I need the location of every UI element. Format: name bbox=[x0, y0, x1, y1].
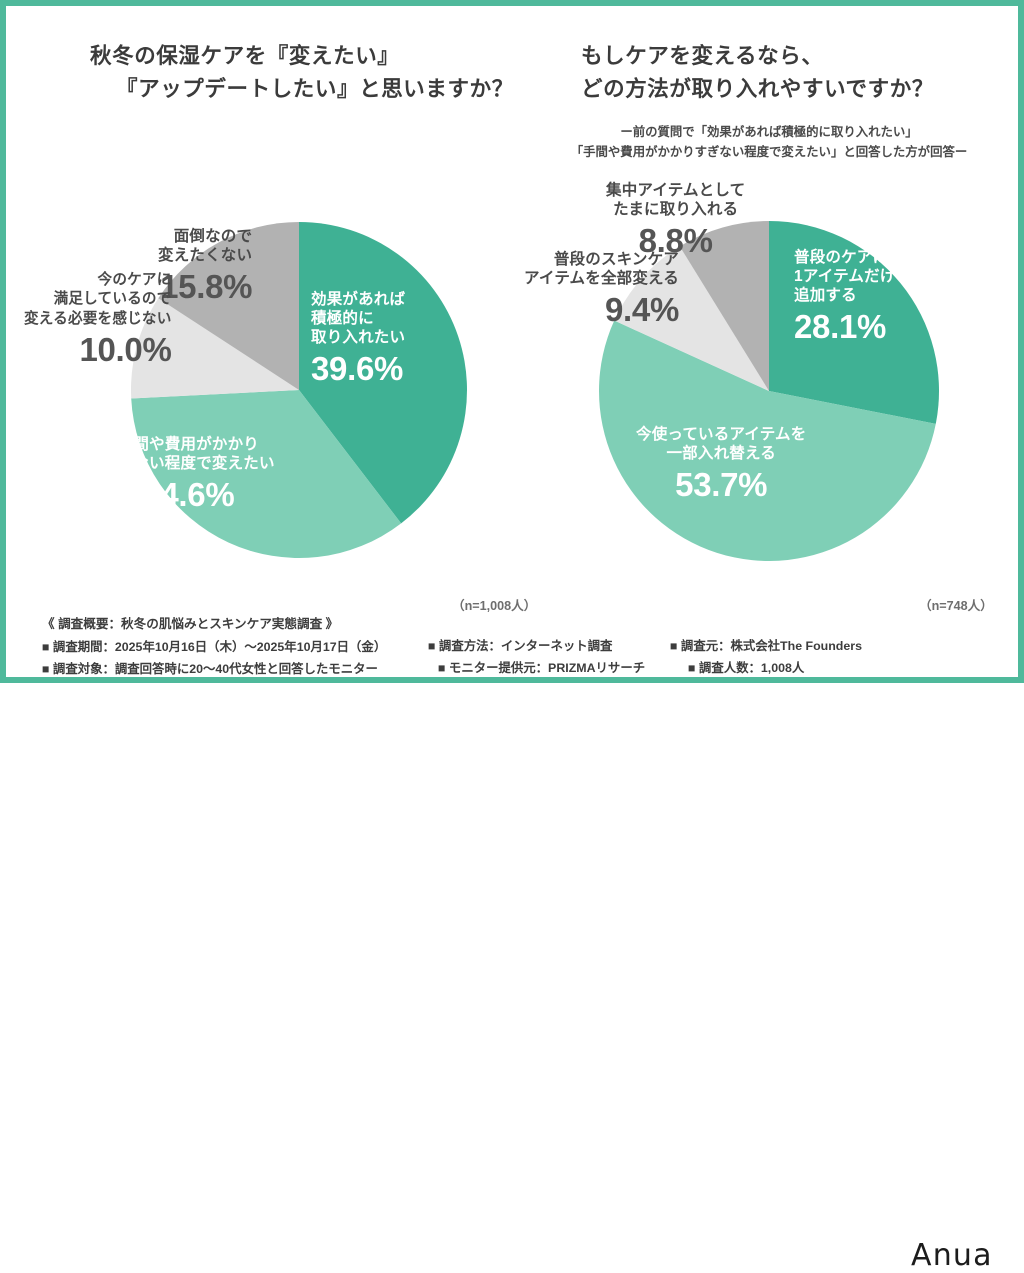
footer-heading: 《 調査概要：秋冬の肌悩みとスキンケア実態調査 》 bbox=[42, 617, 339, 631]
right-chart-title: もしケアを変えるなら、 どの方法が取り入れやすいですか？ bbox=[581, 40, 934, 106]
left-title-line-1: 秋冬の保湿ケアを『変えたい』 bbox=[90, 44, 400, 68]
left-chart-title: 秋冬の保湿ケアを『変えたい』 『アップデートしたい』と思いますか？ bbox=[90, 40, 514, 106]
right-slice-pct-shuchu: 8.8% bbox=[638, 221, 713, 259]
footer-column-method: ■ 調査方法：インターネット調査 ■ モニター提供元：PRIZMAリサーチ bbox=[428, 635, 645, 679]
footer: 《 調査概要：秋冬の肌悩みとスキンケア実態調査 》 ■ 調査期間：2025年10… bbox=[6, 610, 1024, 1273]
pie-slice bbox=[158, 222, 299, 390]
pie-slice bbox=[131, 298, 299, 399]
left-slice-label-mendou-line-1: 面倒なので bbox=[173, 228, 253, 245]
left-slice-label-manzoku: 今のケアに 満足しているので 変える必要を感じない 10.0% bbox=[24, 271, 172, 370]
right-sample-size-note: （n=748人） bbox=[919, 599, 993, 613]
right-pie-slice-group bbox=[599, 221, 939, 561]
footer-survey-method: ■ 調査方法：インターネット調査 bbox=[428, 639, 613, 653]
right-slice-label-futsu-1item-line-2: 1アイテムだけ bbox=[794, 267, 896, 285]
left-slice-pct-mendou: 15.8% bbox=[160, 267, 253, 305]
anua-logo: Anua bbox=[911, 1238, 993, 1273]
right-slice-label-futsu-zenbu-line-2: アイテムを全部変える bbox=[524, 269, 679, 287]
left-pie-svg bbox=[131, 222, 467, 558]
left-slice-label-manzoku-line-2: 満足しているので bbox=[53, 291, 172, 308]
right-slice-label-futsu-1item-line-3: 追加する bbox=[794, 286, 857, 304]
right-subtitle-line-2: 「手間や費用がかかりすぎない程度で変えたい」と回答した方が回答ー bbox=[570, 145, 968, 159]
right-chart-subtitle: ー前の質問で「効果があれば積極的に取り入れたい」 「手間や費用がかかりすぎない程… bbox=[534, 122, 1004, 162]
right-slice-pct-futsu-1item: 28.1% bbox=[794, 307, 887, 345]
left-pie-chart bbox=[131, 222, 467, 558]
right-slice-label-shuchu-line-2: たまに取り入れる bbox=[613, 200, 739, 218]
left-slice-label-mendou: 面倒なので 変えたくない 15.8% bbox=[158, 228, 253, 307]
right-pie-chart bbox=[599, 221, 939, 561]
left-sample-size-note: （n=1,008人） bbox=[452, 599, 537, 613]
right-slice-pct-futsu-zenbu: 9.4% bbox=[604, 290, 679, 328]
left-title-line-2: 『アップデートしたい』と思いますか？ bbox=[116, 77, 514, 101]
left-slice-label-kouka-line-1: 効果があれば bbox=[311, 291, 406, 308]
right-title-line-1: もしケアを変えるなら、 bbox=[581, 44, 824, 68]
left-slice-pct-tema: 34.6% bbox=[142, 475, 235, 513]
pie-slice bbox=[299, 222, 467, 524]
pie-slice bbox=[614, 246, 769, 391]
left-slice-label-tema: 手間や費用がかかり すぎない程度で変えたい 34.6% bbox=[102, 436, 275, 515]
right-slice-label-ima: 今使っているアイテムを 一部入れ替える 53.7% bbox=[636, 426, 806, 505]
right-slice-label-ima-line-1: 今使っているアイテムを bbox=[636, 426, 807, 443]
pie-slice bbox=[131, 390, 402, 558]
right-slice-label-shuchu-line-1: 集中アイテムとして bbox=[606, 182, 746, 199]
footer-column-overview: 《 調査概要：秋冬の肌悩みとスキンケア実態調査 》 ■ 調査期間：2025年10… bbox=[42, 612, 386, 680]
left-slice-label-kouka-line-3: 取り入れたい bbox=[311, 328, 406, 346]
pie-slice bbox=[679, 221, 769, 391]
pie-slice bbox=[769, 221, 939, 424]
right-slice-label-futsu-zenbu: 普段のスキンケア アイテムを全部変える 9.4% bbox=[524, 251, 679, 330]
left-slice-pct-manzoku: 10.0% bbox=[79, 330, 172, 368]
left-slice-label-manzoku-line-1: 今のケアに bbox=[97, 272, 172, 288]
left-pie-slice-group bbox=[131, 222, 467, 558]
left-slice-label-kouka-line-2: 積極的に bbox=[311, 309, 374, 327]
left-slice-label-kouka: 効果があれば 積極的に 取り入れたい 39.6% bbox=[311, 291, 405, 389]
right-slice-pct-ima: 53.7% bbox=[675, 465, 768, 503]
right-slice-label-futsu-1item-line-1: 普段のケアに bbox=[794, 249, 889, 266]
infographic-canvas: 秋冬の保湿ケアを『変えたい』 『アップデートしたい』と思いますか？ もしケアを変… bbox=[6, 6, 1024, 1273]
right-slice-label-futsu-1item: 普段のケアに 1アイテムだけ 追加する 28.1% bbox=[794, 249, 895, 347]
footer-survey-target: ■ 調査対象：調査回答時に20〜40代女性と回答したモニター bbox=[42, 662, 378, 676]
pie-slice bbox=[599, 320, 936, 561]
left-slice-label-tema-line-1: 手間や費用がかかり bbox=[117, 436, 259, 453]
left-slice-pct-kouka: 39.6% bbox=[311, 349, 404, 387]
right-subtitle-line-1: ー前の質問で「効果があれば積極的に取り入れたい」 bbox=[620, 125, 918, 139]
left-slice-label-manzoku-line-3: 変える必要を感じない bbox=[24, 310, 172, 327]
footer-survey-period: ■ 調査期間：2025年10月16日（木）〜2025年10月17日（金） bbox=[42, 640, 387, 654]
footer-monitor-provider: ■ モニター提供元：PRIZMAリサーチ bbox=[438, 661, 646, 675]
footer-survey-source: ■ 調査元：株式会社The Founders bbox=[670, 639, 862, 653]
footer-respondent-count: ■ 調査人数：1,008人 bbox=[688, 661, 805, 675]
right-title-line-2: どの方法が取り入れやすいですか？ bbox=[581, 77, 934, 101]
footer-column-source: ■ 調査元：株式会社The Founders ■ 調査人数：1,008人 bbox=[670, 635, 862, 679]
left-slice-label-mendou-line-2: 変えたくない bbox=[158, 246, 253, 264]
left-slice-label-tema-line-2: すぎない程度で変えたい bbox=[102, 454, 275, 472]
right-slice-label-shuchu: 集中アイテムとして たまに取り入れる 8.8% bbox=[606, 182, 745, 261]
right-slice-label-ima-line-2: 一部入れ替える bbox=[666, 444, 776, 462]
right-pie-svg bbox=[599, 221, 939, 561]
right-slice-label-futsu-zenbu-line-1: 普段のスキンケア bbox=[553, 251, 679, 268]
